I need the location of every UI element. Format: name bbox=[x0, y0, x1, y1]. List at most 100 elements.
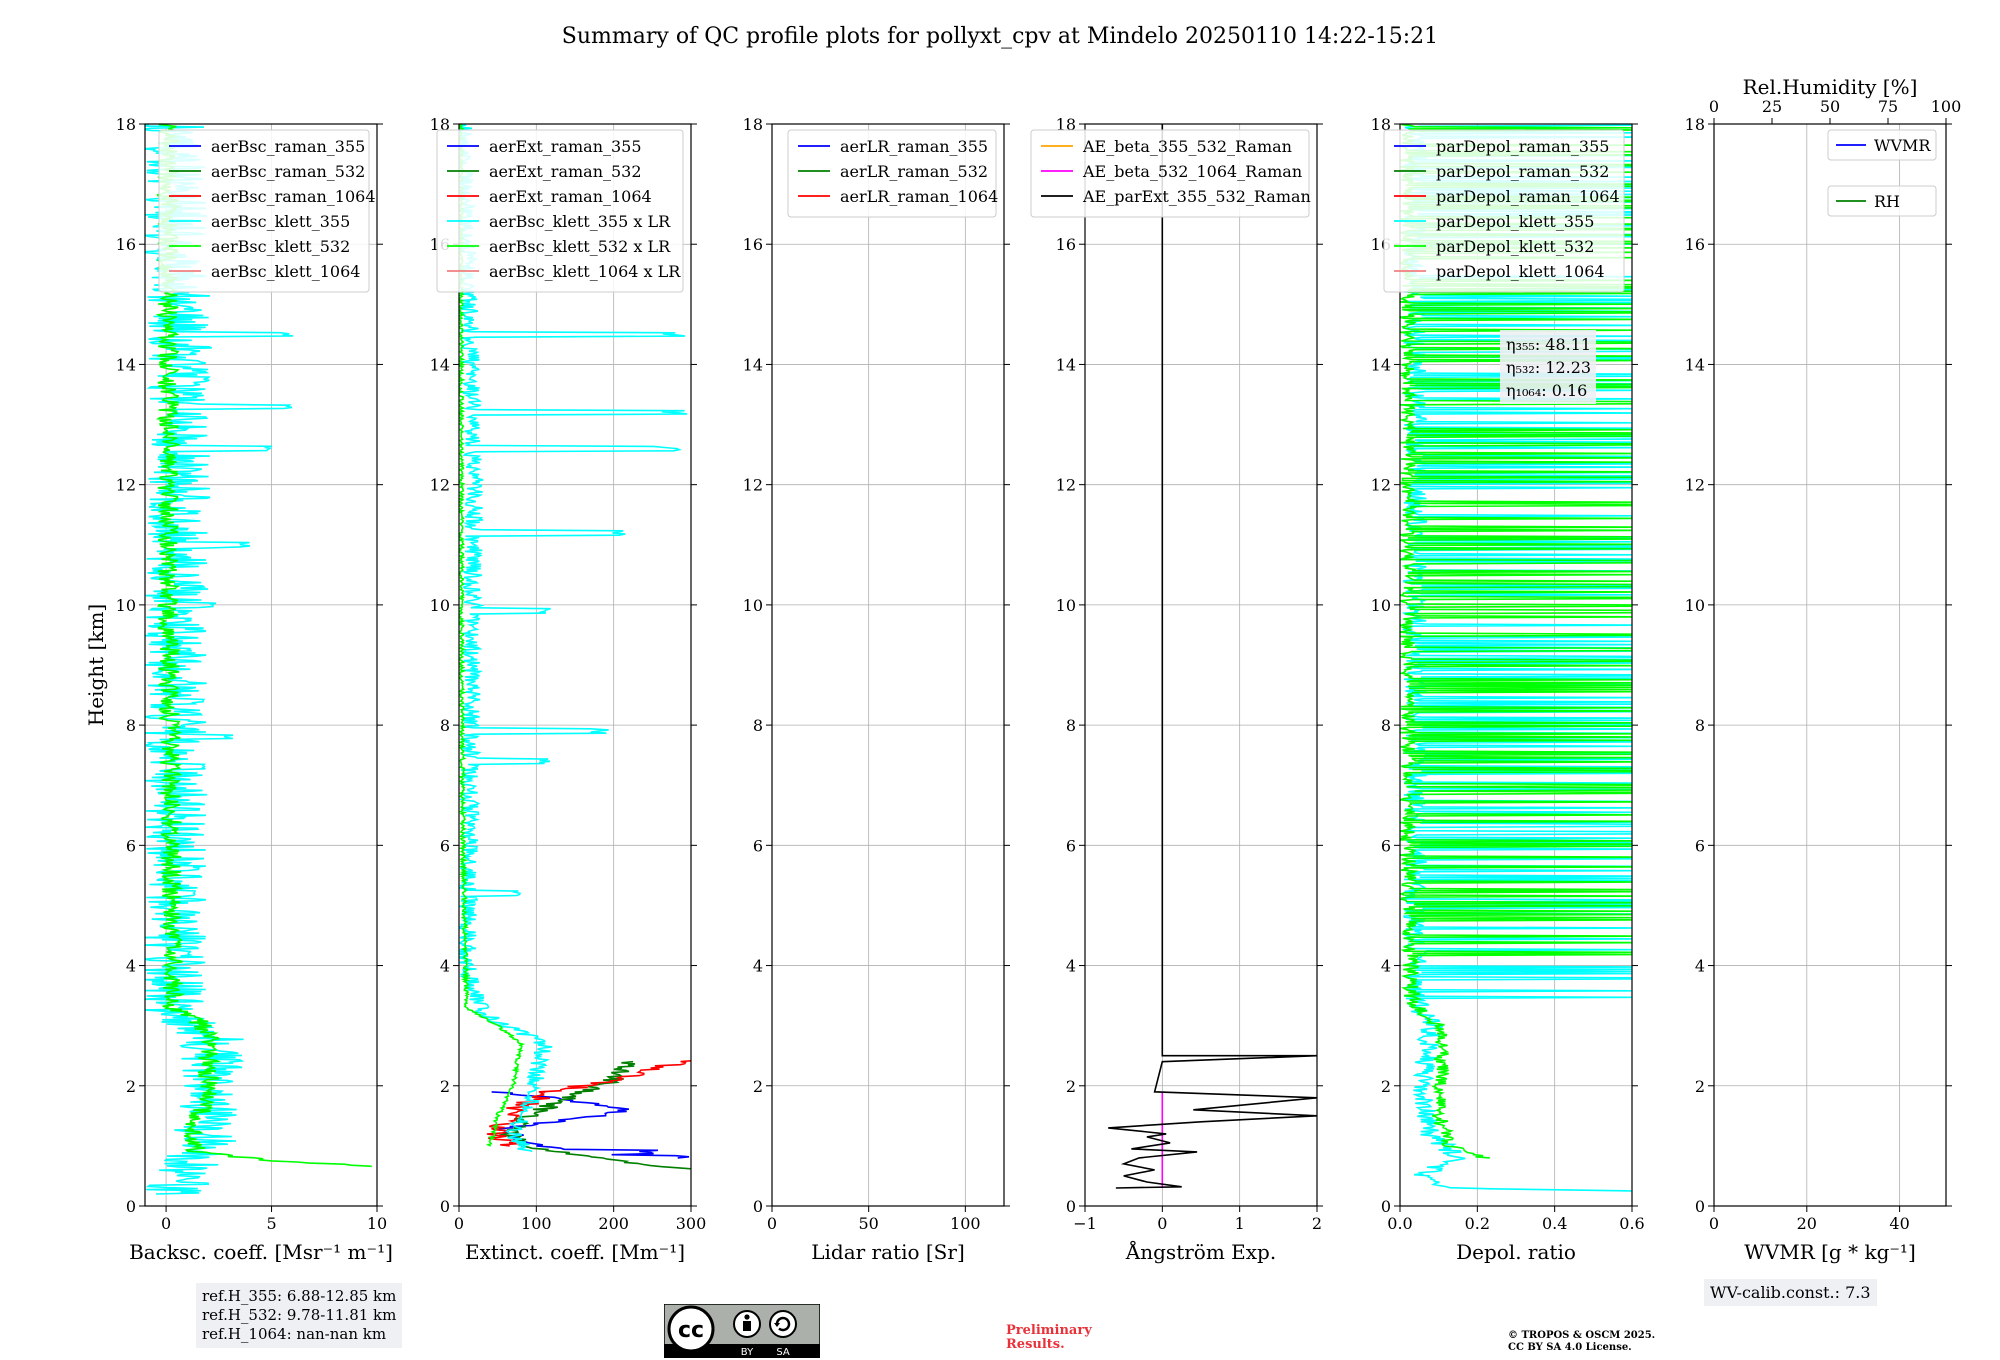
y-tick-label: 0 bbox=[440, 1197, 450, 1216]
legend-entry: parDepol_klett_1064 bbox=[1436, 262, 1605, 281]
series-aerExt_raman_355 bbox=[491, 1091, 690, 1159]
y-tick-label: 8 bbox=[1695, 716, 1705, 735]
legend-box bbox=[436, 129, 684, 293]
y-tick-label: 12 bbox=[1685, 476, 1705, 495]
top-x-axis-label: Rel.Humidity [%] bbox=[1743, 75, 1918, 99]
x-axis-label: WVMR [g * kg⁻¹] bbox=[1744, 1240, 1916, 1264]
wv-calib-box: WV-calib.const.: 7.3 bbox=[1704, 1279, 1877, 1306]
preliminary-line-2: Results. bbox=[1006, 1337, 1065, 1352]
y-tick-label: 8 bbox=[440, 716, 450, 735]
x-tick-label: 0 bbox=[1709, 1214, 1719, 1233]
y-tick-label: 14 bbox=[1371, 355, 1391, 374]
legend-entry: aerBsc_klett_532 x LR bbox=[489, 237, 671, 256]
refh-355: ref.H_355: 6.88-12.85 km bbox=[202, 1287, 397, 1305]
panel-3: 0 50 100 0 2 4 6 8 10 12 14 16 18 Lidar ratio [Sr] aer… bbox=[743, 115, 1010, 1264]
y-tick-label: 16 bbox=[1685, 235, 1705, 254]
y-tick-label: 14 bbox=[430, 355, 450, 374]
y-tick-label: 4 bbox=[440, 957, 450, 976]
copyright-line-2: CC BY SA 4.0 License. bbox=[1508, 1342, 1632, 1353]
y-tick-label: 4 bbox=[1695, 957, 1705, 976]
x-tick-label: 200 bbox=[598, 1214, 629, 1233]
y-tick-label: 18 bbox=[743, 115, 763, 134]
legend-box bbox=[1383, 129, 1625, 293]
y-tick-label: 6 bbox=[1381, 836, 1391, 855]
y-tick-label: 8 bbox=[126, 716, 136, 735]
y-tick-label: 12 bbox=[116, 476, 136, 495]
x-tick-label: 0.4 bbox=[1542, 1214, 1567, 1233]
panel-1: 0 5 10 0 2 4 6 8 10 12 14 16 18 Backsc. coeff. [Msr⁻¹… bbox=[84, 115, 393, 1264]
y-tick-label: 18 bbox=[116, 115, 136, 134]
y-tick-label: 0 bbox=[1381, 1197, 1391, 1216]
legend-entry: WVMR bbox=[1874, 136, 1931, 155]
y-tick-label: 10 bbox=[1056, 596, 1076, 615]
y-tick-label: 0 bbox=[753, 1197, 763, 1216]
eta-annotation: η₁₀₆₄: 0.16 bbox=[1506, 381, 1587, 400]
x-tick-label: 0 bbox=[1157, 1214, 1167, 1233]
series-AE_parExt_355_532_Raman bbox=[1108, 124, 1317, 1189]
panel-6: 0 20 40 0 2 4 6 8 10 12 14 16 18 WVMR [g * kg⁻¹] 0 25 50… bbox=[1685, 75, 1962, 1264]
legend-entry: parDepol_raman_1064 bbox=[1436, 187, 1620, 206]
top-x-tick-label: 50 bbox=[1820, 97, 1840, 116]
cc-by-label: BY bbox=[741, 1347, 754, 1358]
x-tick-label: 100 bbox=[521, 1214, 552, 1233]
copyright-line-1: © TROPOS & OSCM 2025. bbox=[1508, 1330, 1656, 1341]
x-tick-label: 100 bbox=[950, 1214, 981, 1233]
x-tick-label: 300 bbox=[676, 1214, 707, 1233]
y-tick-label: 18 bbox=[1685, 115, 1705, 134]
y-tick-label: 4 bbox=[1066, 957, 1076, 976]
y-tick-label: 10 bbox=[743, 596, 763, 615]
top-x-tick-label: 25 bbox=[1762, 97, 1782, 116]
x-tick-label: 1 bbox=[1235, 1214, 1245, 1233]
x-tick-label: 40 bbox=[1889, 1214, 1909, 1233]
legend-entry: parDepol_raman_355 bbox=[1436, 137, 1609, 156]
y-tick-label: 18 bbox=[430, 115, 450, 134]
eta-annotation: η₅₃₂: 12.23 bbox=[1506, 358, 1591, 377]
axes-frame bbox=[458, 123, 692, 1207]
x-axis-label: Lidar ratio [Sr] bbox=[811, 1240, 965, 1264]
y-tick-label: 4 bbox=[753, 957, 763, 976]
legend-entry: aerBsc_klett_355 x LR bbox=[489, 212, 671, 231]
legend-entry: parDepol_raman_532 bbox=[1436, 162, 1609, 181]
y-axis-label: Height [km] bbox=[84, 604, 108, 726]
y-tick-label: 0 bbox=[1695, 1197, 1705, 1216]
series-aerExt_raman_532 bbox=[498, 1060, 691, 1170]
y-tick-label: 10 bbox=[116, 596, 136, 615]
y-tick-label: 6 bbox=[1066, 836, 1076, 855]
legend-entry: aerExt_raman_532 bbox=[489, 162, 642, 181]
y-tick-label: 18 bbox=[1371, 115, 1391, 134]
y-tick-label: 10 bbox=[1685, 596, 1705, 615]
wv-calib-label: WV-calib.const.: 7.3 bbox=[1710, 1283, 1871, 1302]
y-tick-label: 6 bbox=[126, 836, 136, 855]
y-tick-label: 6 bbox=[440, 836, 450, 855]
series-parDepol_klett_532 bbox=[1400, 124, 1632, 1159]
y-tick-label: 2 bbox=[1066, 1077, 1076, 1096]
axes-frame bbox=[1084, 123, 1318, 1207]
legend-entry: AE_beta_355_532_Raman bbox=[1082, 137, 1292, 156]
refh-532: ref.H_532: 9.78-11.81 km bbox=[202, 1306, 397, 1324]
y-tick-label: 4 bbox=[1381, 957, 1391, 976]
y-tick-label: 12 bbox=[430, 476, 450, 495]
x-axis-label: Extinct. coeff. [Mm⁻¹] bbox=[465, 1240, 685, 1264]
legend-entry: parDepol_klett_355 bbox=[1436, 212, 1594, 231]
figure-title: Summary of QC profile plots for pollyxt_… bbox=[562, 24, 1438, 49]
x-tick-label: 10 bbox=[367, 1214, 387, 1233]
x-tick-label: 0.2 bbox=[1465, 1214, 1490, 1233]
legend-box bbox=[1030, 129, 1310, 218]
x-tick-label: 0 bbox=[454, 1214, 464, 1233]
x-tick-label: 5 bbox=[266, 1214, 276, 1233]
x-axis-label: Depol. ratio bbox=[1456, 1240, 1576, 1264]
refh-1064: ref.H_1064: nan-nan km bbox=[202, 1325, 387, 1343]
series-aerBsc_klett_532 x LR bbox=[459, 124, 526, 1147]
cc-sa-label: SA bbox=[776, 1347, 790, 1358]
y-tick-label: 0 bbox=[1066, 1197, 1076, 1216]
x-tick-label: 50 bbox=[858, 1214, 878, 1233]
y-tick-label: 18 bbox=[1056, 115, 1076, 134]
legend-entry: aerLR_raman_532 bbox=[840, 162, 988, 181]
copyright-note: © TROPOS & OSCM 2025. CC BY SA 4.0 Licen… bbox=[1508, 1330, 1655, 1354]
cc-letters: cc bbox=[678, 1318, 704, 1343]
y-tick-label: 6 bbox=[753, 836, 763, 855]
y-tick-label: 2 bbox=[440, 1077, 450, 1096]
y-tick-label: 2 bbox=[1695, 1077, 1705, 1096]
